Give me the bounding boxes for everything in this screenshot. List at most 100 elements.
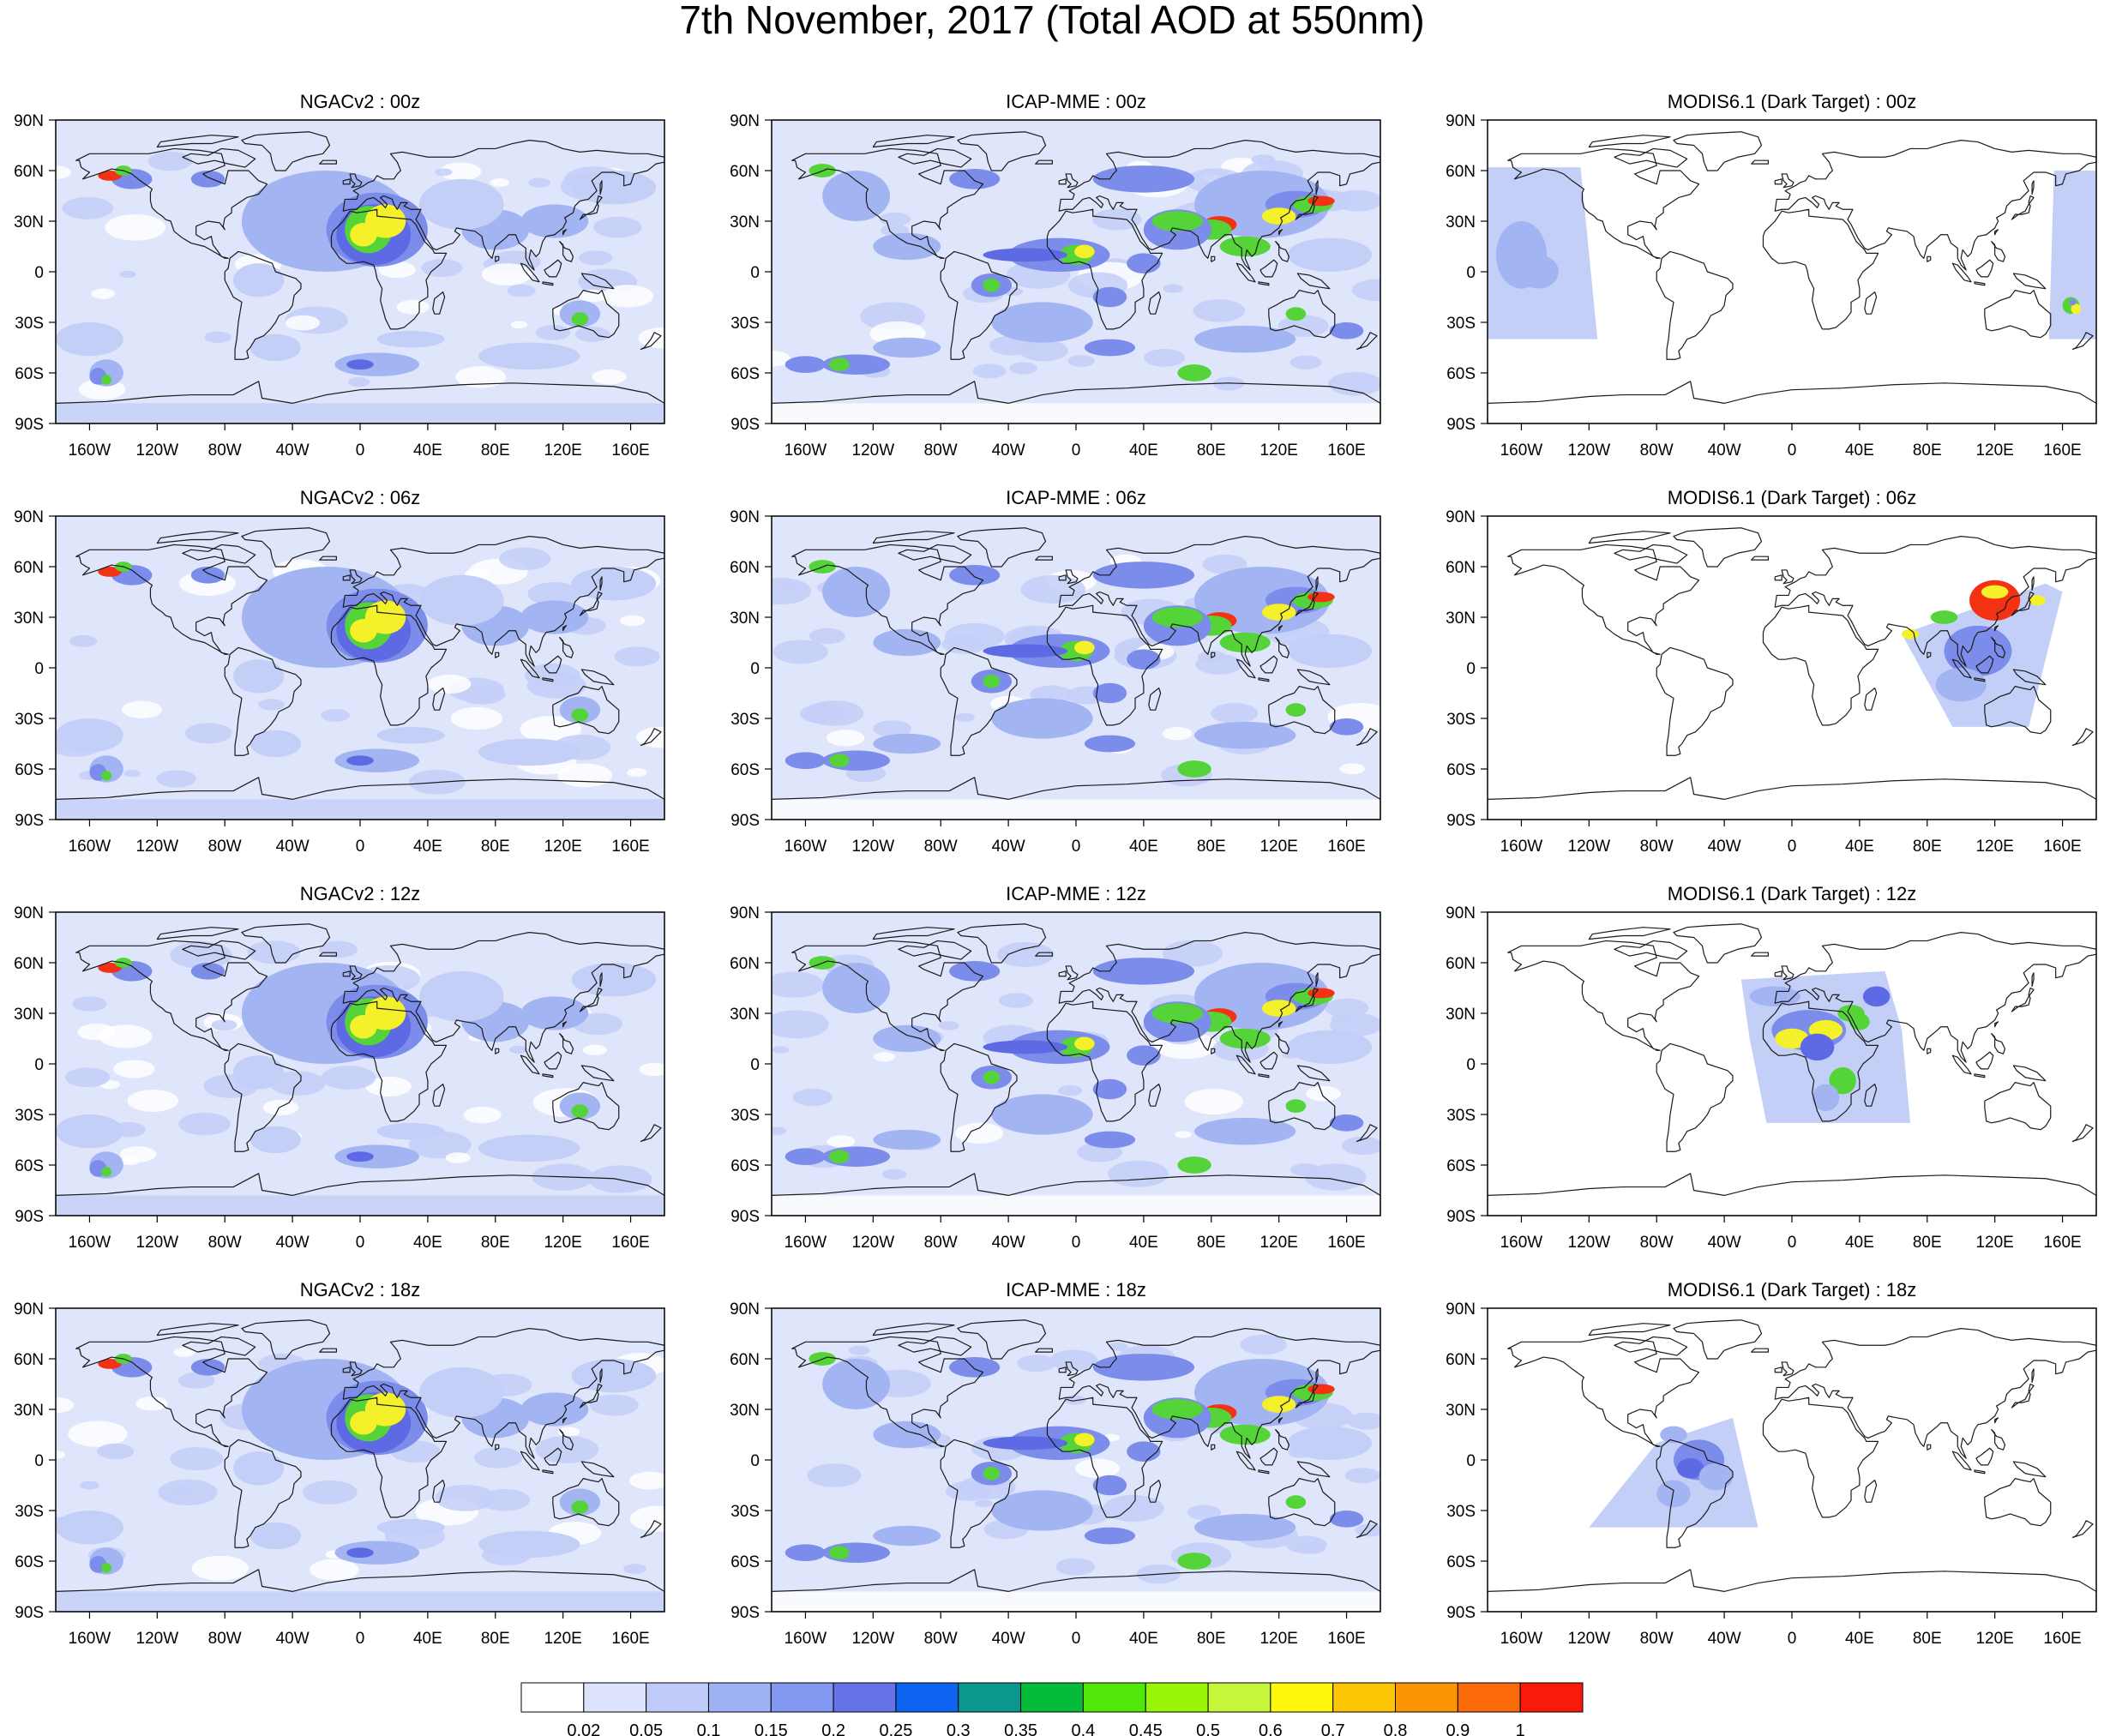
aod-feature <box>190 963 225 980</box>
aod-feature <box>2029 595 2046 606</box>
lat-tick-label: 30N <box>1446 1006 1476 1024</box>
lat-tick-label: 90S <box>730 1208 760 1226</box>
lat-tick-label: 30N <box>730 1006 760 1024</box>
aod-feature <box>873 337 941 358</box>
aod-texture-patch <box>68 1421 128 1447</box>
lon-tick-label: 120E <box>544 442 581 460</box>
lat-tick-label: 90S <box>1446 812 1476 830</box>
lon-tick-label: 0 <box>1072 838 1081 856</box>
coastline <box>1751 952 1769 957</box>
coastline <box>1058 931 1380 1063</box>
lon-tick-label: 40W <box>276 1234 310 1252</box>
panel-title: MODIS6.1 (Dark Target) : 18z <box>1668 1279 1917 1300</box>
aod-texture-patch <box>1347 1412 1380 1430</box>
aod-feature <box>376 330 445 348</box>
coastline <box>872 135 955 148</box>
coastline <box>1148 1479 1162 1503</box>
aod-texture-patch <box>184 723 232 744</box>
aod-feature <box>983 1070 1001 1084</box>
aod-texture-patch <box>1325 998 1369 1018</box>
aod-texture-patch <box>807 1463 862 1487</box>
aod-texture-patch <box>158 1479 218 1505</box>
coastline <box>2071 1520 2094 1539</box>
map-panel-ngacv2-18z: NGACv2 : 18z 90N 60N 30N 0 30S 60S 90S 160W 120W 8… <box>14 1279 665 1648</box>
coastline <box>542 1073 554 1078</box>
lat-tick-label: 0 <box>750 1452 760 1470</box>
coastline <box>1614 147 1688 168</box>
lat-tick-label: 90N <box>1446 112 1476 130</box>
aod-feature <box>1329 1511 1364 1528</box>
lat-tick-label: 0 <box>34 1056 44 1074</box>
lon-tick-label: 0 <box>1788 442 1797 460</box>
aod-texture-patch <box>1162 940 1223 967</box>
coastline <box>1751 159 1769 165</box>
lon-tick-label: 40E <box>1845 1630 1874 1648</box>
aod-texture-patch <box>800 703 847 724</box>
coastline <box>75 1336 268 1447</box>
coastline <box>599 972 603 988</box>
aod-feature <box>1287 1426 1373 1461</box>
aod-texture-patch <box>65 1067 111 1088</box>
coastline <box>1864 291 1878 315</box>
aod-feature <box>419 1367 504 1418</box>
aod-feature <box>98 1359 122 1369</box>
coastline <box>544 655 562 674</box>
coastline <box>1278 1417 1283 1424</box>
coastline <box>1656 1042 1734 1152</box>
lon-tick-label: 120W <box>852 1630 895 1648</box>
aod-feature <box>571 567 657 601</box>
aod-feature <box>983 1466 1001 1481</box>
coastline <box>559 1032 574 1054</box>
lat-tick-label: 30S <box>1446 1503 1476 1521</box>
aod-texture-patch <box>1009 362 1037 375</box>
lat-tick-label: 60N <box>730 955 760 973</box>
aod-texture-patch <box>1351 279 1380 301</box>
lon-tick-label: 0 <box>1788 838 1797 856</box>
aod-feature <box>571 1359 657 1393</box>
aod-texture-patch <box>91 288 116 299</box>
lon-tick-label: 120W <box>852 442 895 460</box>
aod-texture-patch <box>592 369 627 385</box>
coastline <box>2031 180 2035 195</box>
coastline <box>1295 1383 1319 1409</box>
lat-tick-label: 90N <box>1446 904 1476 922</box>
aod-feature <box>190 1359 225 1376</box>
aod-feature <box>829 1150 850 1164</box>
coastline <box>1275 1032 1290 1054</box>
aod-texture-patch <box>1075 1458 1120 1479</box>
aod-texture-patch <box>772 640 828 664</box>
coastline <box>432 291 446 315</box>
aod-texture-patch <box>1339 763 1365 775</box>
coastline <box>1235 1054 1256 1075</box>
aod-texture-patch <box>1290 1162 1320 1177</box>
coastline <box>75 147 268 259</box>
aod-texture-patch <box>974 1499 993 1508</box>
aod-texture-patch <box>285 315 321 331</box>
coastline <box>898 544 972 564</box>
lon-tick-label: 80W <box>208 838 242 856</box>
aod-texture-patch <box>1344 1468 1380 1484</box>
coastline <box>1035 952 1053 957</box>
aod-feature <box>1981 585 2009 599</box>
colorbar-label: 0.3 <box>947 1721 971 1736</box>
coastline <box>599 180 603 195</box>
lon-tick-label: 160E <box>611 1630 649 1648</box>
coastline <box>182 544 256 564</box>
coastline <box>1275 241 1290 262</box>
panel-title: ICAP-MME : 06z <box>1006 487 1146 508</box>
aod-texture-patch <box>56 1397 75 1414</box>
lon-tick-label: 40W <box>992 838 1025 856</box>
coastline <box>940 1439 1018 1548</box>
lon-tick-label: 40E <box>1845 1234 1874 1252</box>
aod-feature <box>1177 1156 1211 1174</box>
aod-feature <box>822 1359 891 1409</box>
aod-feature <box>346 1151 374 1162</box>
aod-feature <box>1862 986 1891 1007</box>
coastline <box>1259 1447 1278 1466</box>
aod-texture-patch <box>535 325 571 340</box>
aod-texture-patch <box>1193 299 1246 322</box>
aod-feature <box>1194 1513 1296 1541</box>
coastline <box>898 1336 972 1356</box>
coastline <box>791 940 984 1051</box>
coastline <box>1507 940 1700 1051</box>
